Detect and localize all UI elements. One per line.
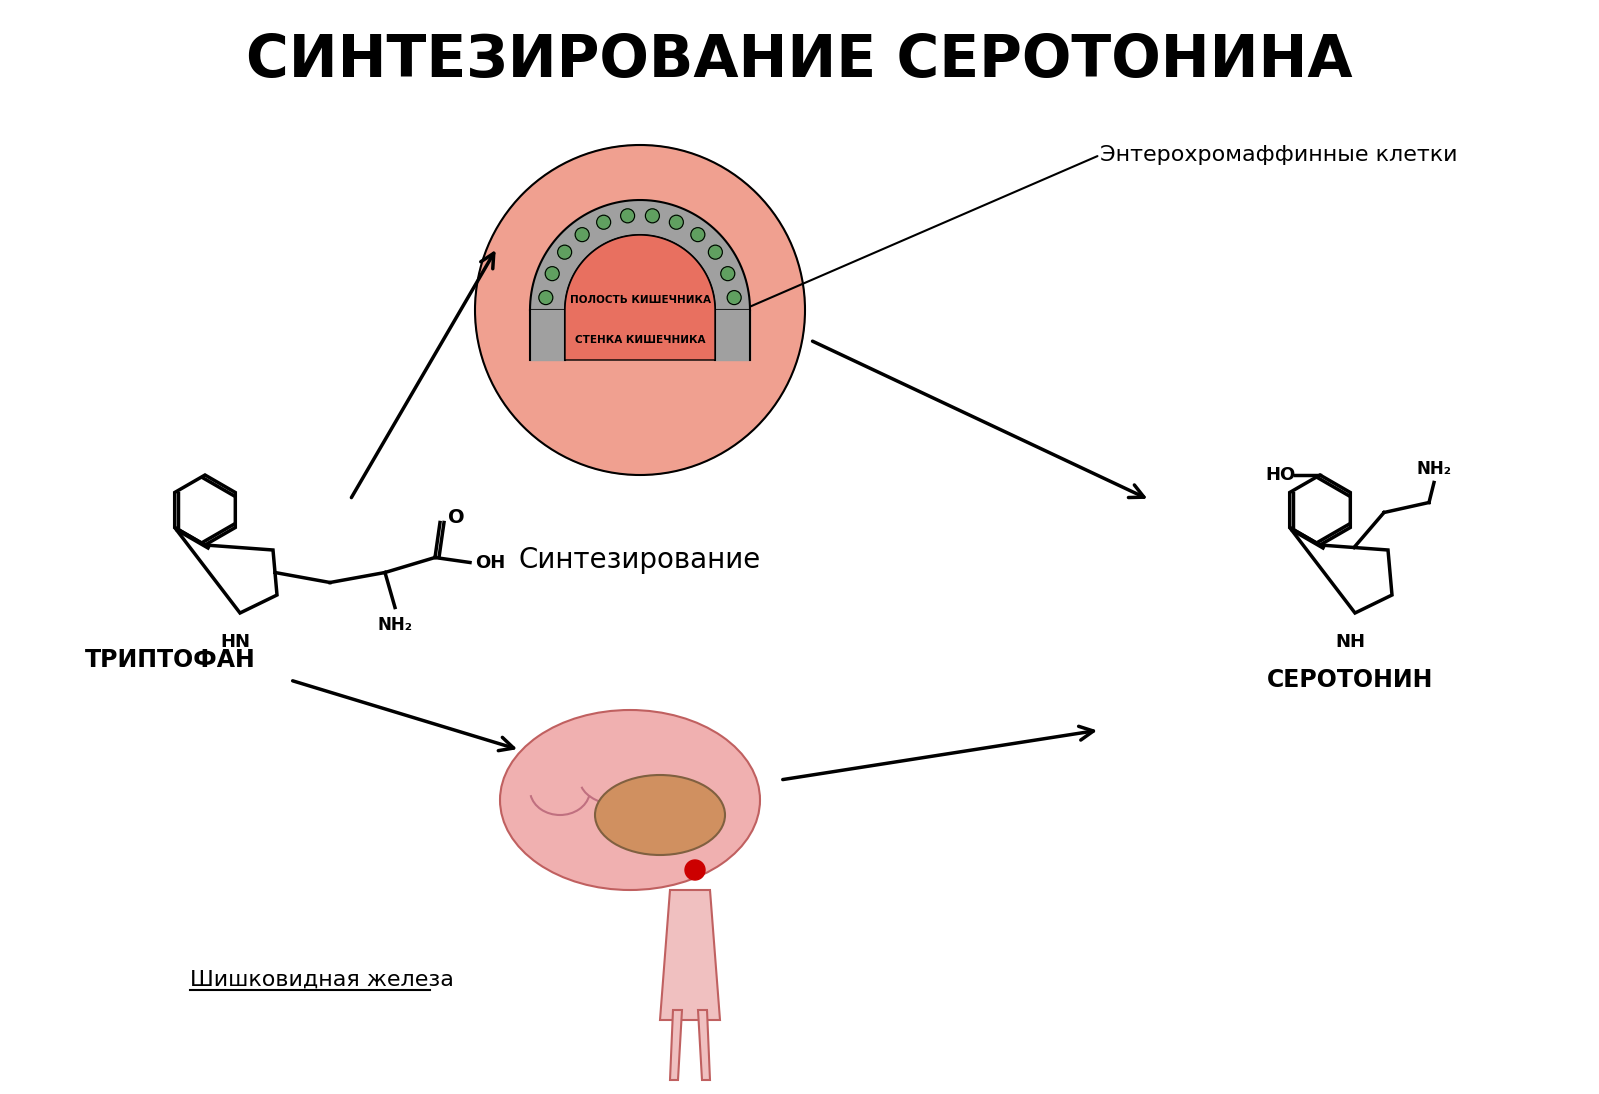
Text: СИНТЕЗИРОВАНИЕ СЕРОТОНИНА: СИНТЕЗИРОВАНИЕ СЕРОТОНИНА: [246, 32, 1353, 89]
Text: HO: HO: [1265, 466, 1295, 484]
Circle shape: [721, 267, 736, 281]
Text: HN: HN: [221, 633, 249, 651]
Text: Энтерохромаффинные клетки: Энтерохромаффинные клетки: [1100, 146, 1458, 165]
Circle shape: [708, 245, 723, 259]
Text: NH: NH: [1335, 633, 1366, 651]
Ellipse shape: [500, 710, 760, 891]
Polygon shape: [670, 1010, 683, 1080]
Circle shape: [576, 228, 588, 242]
Circle shape: [684, 860, 705, 880]
Text: СТЕНКА КИШЕЧНИКА: СТЕНКА КИШЕЧНИКА: [574, 335, 705, 345]
Polygon shape: [660, 891, 720, 1020]
Circle shape: [691, 228, 705, 242]
Circle shape: [539, 291, 553, 304]
Circle shape: [558, 245, 571, 259]
Circle shape: [728, 291, 742, 304]
Text: Синтезирование: Синтезирование: [518, 546, 761, 574]
Polygon shape: [529, 200, 750, 310]
Text: O: O: [448, 508, 465, 527]
Text: OH: OH: [475, 554, 505, 571]
Ellipse shape: [595, 775, 724, 856]
Circle shape: [545, 267, 560, 281]
Polygon shape: [699, 1010, 710, 1080]
Circle shape: [475, 146, 804, 475]
Circle shape: [670, 216, 683, 230]
Text: NH₂: NH₂: [1417, 459, 1452, 477]
Text: Шишковидная железа: Шишковидная железа: [190, 970, 454, 990]
Text: ПОЛОСТЬ КИШЕЧНИКА: ПОЛОСТЬ КИШЕЧНИКА: [569, 295, 710, 305]
Circle shape: [596, 216, 611, 230]
Circle shape: [646, 209, 659, 223]
Text: NH₂: NH₂: [377, 616, 413, 633]
Text: СЕРОТОНИН: СЕРОТОНИН: [1266, 668, 1433, 693]
Text: ТРИПТОФАН: ТРИПТОФАН: [85, 648, 256, 672]
Polygon shape: [564, 235, 715, 360]
Circle shape: [620, 209, 635, 223]
